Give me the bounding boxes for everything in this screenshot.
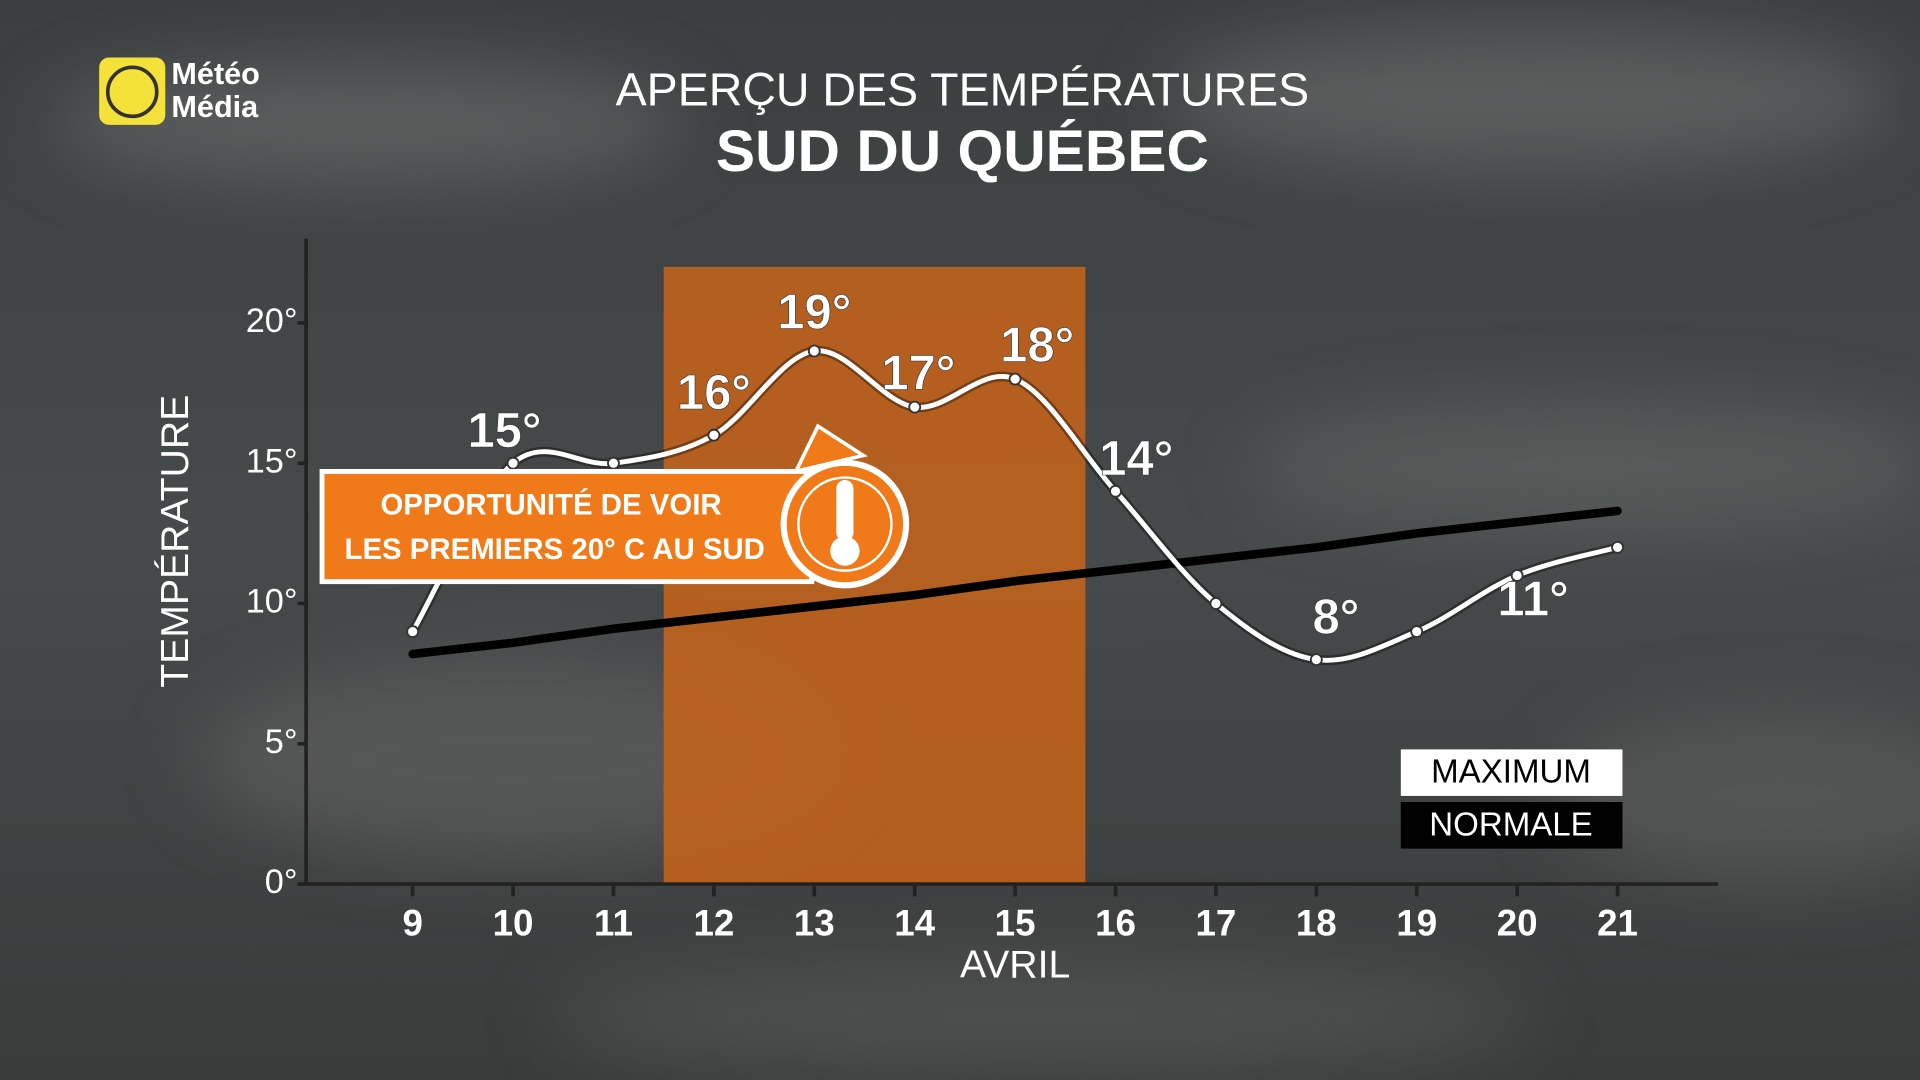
data-point	[1611, 540, 1624, 554]
data-label: 14°	[1099, 432, 1173, 486]
logo-globe	[105, 65, 159, 119]
data-point	[607, 456, 620, 470]
data-label: 17°	[881, 346, 955, 400]
callout-text: LES PREMIERS 20° C AU SUD	[345, 533, 765, 566]
data-label: 18°	[1000, 318, 1074, 372]
plot: 0° 5° 10° 15° 20° 9 10 11 12 13 14 15 16 17 18 19 20 21 15…	[246, 238, 1718, 943]
y-tick-label: 0°	[265, 863, 298, 901]
data-label: 15°	[467, 404, 541, 458]
data-point	[1309, 653, 1323, 667]
callout: OPPORTUNITÉ DE VOIR LES PREMIERS 20° C AU…	[319, 423, 910, 589]
x-tick-label: 12	[693, 902, 734, 943]
y-axis-label: TEMPÉRATURE	[154, 395, 197, 688]
logo-text: Média	[171, 90, 259, 124]
data-point	[807, 344, 821, 358]
x-tick-label: 20	[1497, 902, 1538, 943]
x-tick-label: 14	[894, 902, 935, 943]
y-tick-label: 10°	[246, 583, 298, 621]
y-tick-label: 5°	[265, 723, 298, 761]
y-tick-label: 15°	[246, 442, 298, 480]
series-line	[410, 348, 1619, 663]
data-point	[707, 428, 721, 442]
x-tick-label: 9	[402, 902, 422, 943]
x-tick-label: 17	[1195, 902, 1236, 943]
legend-swatch	[1400, 749, 1623, 796]
legend-label: MAXIMUM	[1431, 754, 1591, 791]
thermometer-bulb	[830, 536, 860, 566]
series-line	[408, 506, 1622, 659]
x-tick-label: 10	[493, 902, 534, 943]
thermometer-ring	[797, 476, 893, 572]
data-point	[1008, 372, 1022, 386]
chart-subtitle: SUD DU QUÉBEC	[716, 118, 1209, 184]
logo: Météo Média	[99, 57, 260, 125]
data-point	[406, 625, 420, 638]
callout-text: OPPORTUNITÉ DE VOIR	[380, 488, 721, 522]
x-tick-label: 13	[794, 902, 835, 943]
data-point	[1209, 597, 1223, 610]
data-point	[908, 400, 922, 414]
x-tick-label: 21	[1597, 902, 1638, 943]
x-tick-label: 11	[594, 902, 633, 943]
data-point	[506, 456, 520, 470]
data-label: 11°	[1497, 572, 1568, 626]
clouds	[48, 24, 1920, 1078]
logo-text: Météo	[171, 57, 259, 91]
legend-swatch	[1400, 802, 1623, 849]
data-point	[1510, 569, 1524, 582]
data-point	[1109, 484, 1122, 498]
data-point	[1410, 625, 1424, 638]
data-label: 16°	[677, 366, 751, 420]
chart-title: APERÇU DES TEMPÉRATURES	[616, 63, 1310, 115]
legend-label: NORMALE	[1429, 806, 1592, 843]
x-tick-label: 16	[1095, 902, 1136, 943]
data-label: 19°	[777, 285, 851, 339]
thermometer-stem	[836, 480, 854, 542]
data-label: 8°	[1313, 590, 1360, 644]
x-tick-label: 15	[995, 902, 1036, 943]
x-tick-label: 18	[1296, 902, 1337, 943]
callout-box	[319, 468, 815, 585]
x-tick-label: 19	[1396, 902, 1437, 943]
y-tick-label: 20°	[246, 302, 298, 340]
x-axis-label: AVRIL	[960, 944, 1070, 987]
